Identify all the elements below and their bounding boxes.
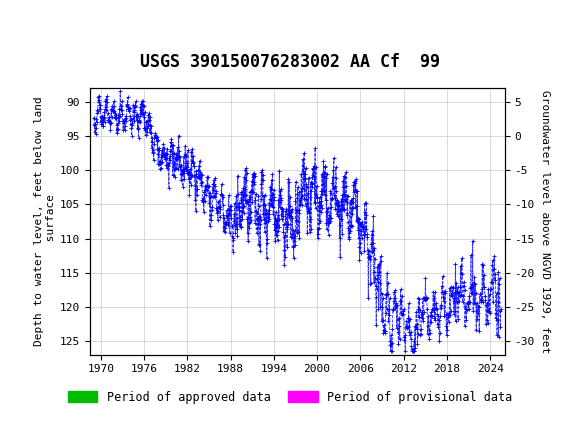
Text: USGS 390150076283002 AA Cf  99: USGS 390150076283002 AA Cf 99 — [140, 53, 440, 71]
Text: ≡USGS: ≡USGS — [9, 12, 55, 28]
Y-axis label: Depth to water level, feet below land
 surface: Depth to water level, feet below land su… — [34, 97, 56, 346]
Legend: Period of approved data, Period of provisional data: Period of approved data, Period of provi… — [63, 386, 517, 408]
Y-axis label: Groundwater level above NGVD 1929, feet: Groundwater level above NGVD 1929, feet — [540, 90, 550, 353]
